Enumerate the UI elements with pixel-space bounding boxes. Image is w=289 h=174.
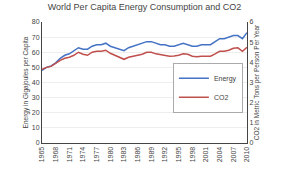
svg-text:1980: 1980 (107, 147, 114, 163)
svg-text:World Per Capita Energy Consum: World Per Capita Energy Consumption and … (48, 2, 241, 12)
svg-text:10: 10 (32, 124, 40, 131)
svg-text:60: 60 (32, 49, 40, 56)
svg-text:1992: 1992 (161, 147, 168, 163)
svg-text:2: 2 (249, 99, 253, 106)
svg-text:1995: 1995 (175, 147, 182, 163)
svg-text:5: 5 (249, 39, 253, 46)
svg-text:1983: 1983 (120, 147, 127, 163)
svg-text:1989: 1989 (148, 147, 155, 163)
svg-text:1986: 1986 (134, 147, 141, 163)
svg-text:6: 6 (249, 18, 253, 25)
svg-text:CO2 in Metric Tons per Person: CO2 in Metric Tons per Person Per Year (253, 24, 261, 140)
svg-text:3: 3 (249, 79, 253, 86)
svg-text:50: 50 (32, 64, 40, 71)
svg-text:30: 30 (32, 94, 40, 101)
svg-text:70: 70 (32, 34, 40, 41)
svg-text:2004: 2004 (216, 147, 223, 163)
svg-text:0: 0 (249, 139, 253, 146)
svg-text:1974: 1974 (79, 147, 86, 163)
svg-text:20: 20 (32, 109, 40, 116)
svg-text:4: 4 (249, 59, 253, 66)
svg-text:40: 40 (32, 79, 40, 86)
svg-text:1977: 1977 (93, 147, 100, 163)
svg-text:1: 1 (249, 119, 253, 126)
svg-text:2007: 2007 (230, 147, 237, 163)
svg-text:1971: 1971 (66, 147, 73, 163)
svg-text:Energy: Energy (214, 75, 237, 83)
svg-text:2010: 2010 (243, 147, 250, 163)
svg-text:1968: 1968 (52, 147, 59, 163)
svg-text:Energy in Gigajoules per Capit: Energy in Gigajoules per Capita (22, 36, 30, 128)
svg-text:80: 80 (32, 18, 40, 25)
svg-text:2001: 2001 (202, 147, 209, 163)
svg-text:1965: 1965 (38, 147, 45, 163)
svg-text:1998: 1998 (189, 147, 196, 163)
svg-text:0: 0 (36, 139, 40, 146)
svg-text:CO2: CO2 (214, 94, 229, 101)
